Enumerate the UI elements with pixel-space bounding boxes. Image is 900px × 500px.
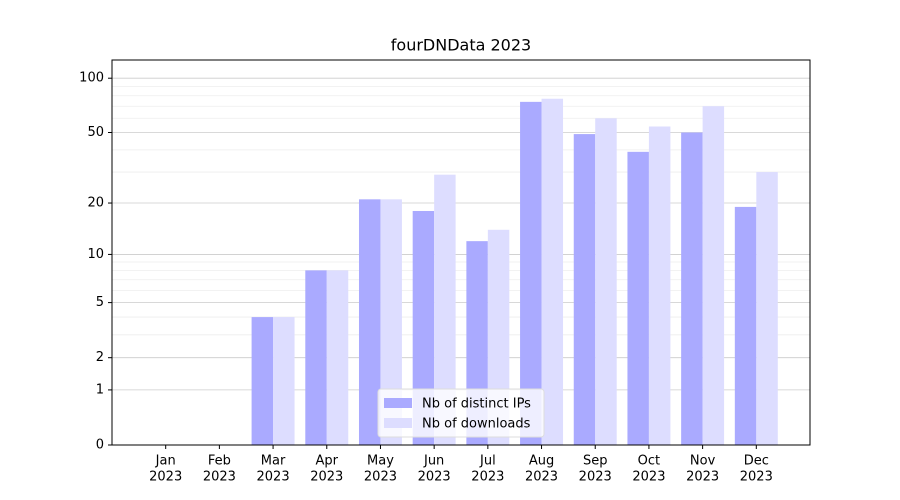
bar (380, 199, 402, 445)
y-tick-label: 50 (87, 125, 104, 140)
y-tick-label: 1 (96, 382, 104, 397)
x-tick-label: 2023 (740, 470, 773, 485)
bar (756, 172, 778, 445)
legend-label: Nb of distinct IPs (422, 397, 531, 412)
bar (734, 206, 757, 445)
bar (326, 270, 349, 445)
plot-frame (111, 59, 811, 446)
legend-swatch (384, 398, 412, 408)
y-tick-label: 5 (96, 295, 104, 310)
x-tick-label: 2023 (686, 470, 719, 485)
x-tick-label: 2023 (471, 470, 504, 485)
bar (358, 199, 381, 445)
y-tick-label: 100 (79, 71, 104, 86)
bar (702, 106, 725, 445)
legend-box (377, 388, 545, 438)
x-tick-label: 2023 (525, 470, 558, 485)
x-tick-label: Dec (744, 454, 769, 469)
bar (305, 270, 327, 445)
x-tick-label: Jul (479, 454, 496, 469)
bar (541, 98, 564, 445)
y-tick-label: 2 (96, 350, 104, 365)
x-tick-label: Apr (316, 454, 339, 469)
bar (648, 126, 671, 446)
x-tick-label: Jan (155, 454, 176, 469)
bar (520, 101, 542, 446)
bar (681, 132, 703, 445)
x-tick-label: 2023 (203, 470, 236, 485)
x-tick-label: May (367, 454, 394, 469)
legend-label: Nb of downloads (422, 417, 531, 432)
x-tick-label: 2023 (310, 470, 343, 485)
x-tick-label: Feb (208, 454, 231, 469)
x-tick-label: Jun (423, 454, 444, 469)
y-tick-label: 0 (96, 438, 104, 453)
bar (434, 174, 456, 445)
y-tick-label: 10 (87, 247, 104, 262)
x-tick-label: Oct (638, 454, 660, 469)
x-tick-label: 2023 (579, 470, 612, 485)
bar (595, 118, 617, 445)
bar (251, 317, 274, 445)
x-tick-label: Mar (261, 454, 286, 469)
y-tick-label: 20 (87, 196, 104, 211)
x-tick-label: 2023 (632, 470, 665, 485)
x-tick-label: Sep (583, 454, 608, 469)
legend-swatch (384, 418, 412, 428)
x-tick-label: 2023 (149, 470, 182, 485)
bar (573, 134, 596, 445)
x-tick-label: 2023 (418, 470, 451, 485)
x-tick-label: 2023 (257, 470, 290, 485)
x-tick-label: Nov (690, 454, 716, 469)
bar (412, 210, 435, 445)
bar (627, 151, 649, 445)
x-tick-label: 2023 (364, 470, 397, 485)
chart-title: fourDNData 2023 (391, 36, 531, 55)
bar (273, 317, 295, 445)
x-tick-label: Aug (529, 454, 554, 469)
